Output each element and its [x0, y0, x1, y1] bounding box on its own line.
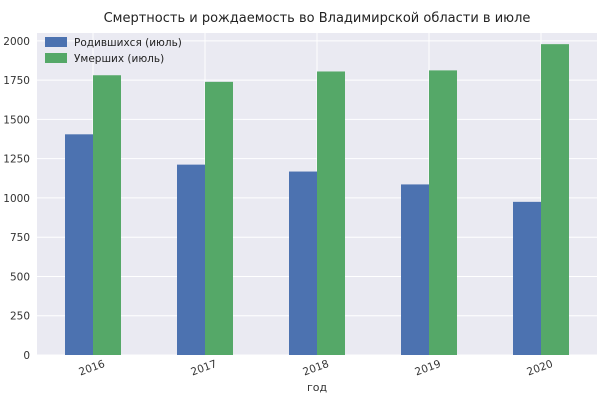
y-tick-label: 1500 — [3, 114, 30, 126]
x-tick-label: 2020 — [525, 358, 554, 378]
x-axis-ticks: 2016 2017 2018 2019 2020 — [77, 358, 554, 379]
bar-born-2017 — [177, 164, 205, 355]
bar-died-2019 — [429, 70, 457, 355]
x-tick-label: 2016 — [77, 358, 107, 379]
bar-born-2016 — [65, 134, 93, 355]
legend: Родившихся (июль) Умерших (июль) — [45, 37, 182, 65]
bar-born-2018 — [289, 171, 317, 355]
y-tick-label: 1000 — [3, 193, 30, 205]
chart-title: Смертность и рождаемость во Владимирской… — [104, 11, 531, 26]
x-axis-label: год — [307, 381, 328, 394]
bars — [65, 44, 569, 356]
x-tick-label: 2018 — [301, 358, 330, 378]
y-tick-label: 1750 — [3, 75, 30, 87]
x-tick-label: 2017 — [189, 358, 218, 378]
y-tick-label: 0 — [23, 350, 30, 362]
bar-died-2016 — [93, 75, 121, 355]
y-tick-label: 1250 — [3, 154, 30, 166]
bar-born-2019 — [401, 184, 429, 355]
bar-died-2017 — [205, 81, 233, 355]
x-tick-label: 2019 — [413, 358, 442, 378]
y-tick-label: 2000 — [3, 36, 30, 48]
legend-swatch-born — [45, 37, 67, 47]
y-tick-label: 750 — [10, 232, 30, 244]
legend-label-born: Родившихся (июль) — [74, 37, 182, 49]
legend-label-died: Умерших (июль) — [74, 53, 164, 65]
bar-died-2018 — [317, 71, 345, 356]
y-tick-label: 250 — [10, 311, 30, 323]
y-tick-label: 500 — [10, 271, 30, 283]
bar-born-2020 — [513, 201, 541, 355]
y-axis-ticks: 0 250 500 750 1000 1250 1500 1750 2000 — [3, 36, 30, 362]
bar-died-2020 — [541, 44, 569, 356]
legend-swatch-died — [45, 53, 67, 63]
